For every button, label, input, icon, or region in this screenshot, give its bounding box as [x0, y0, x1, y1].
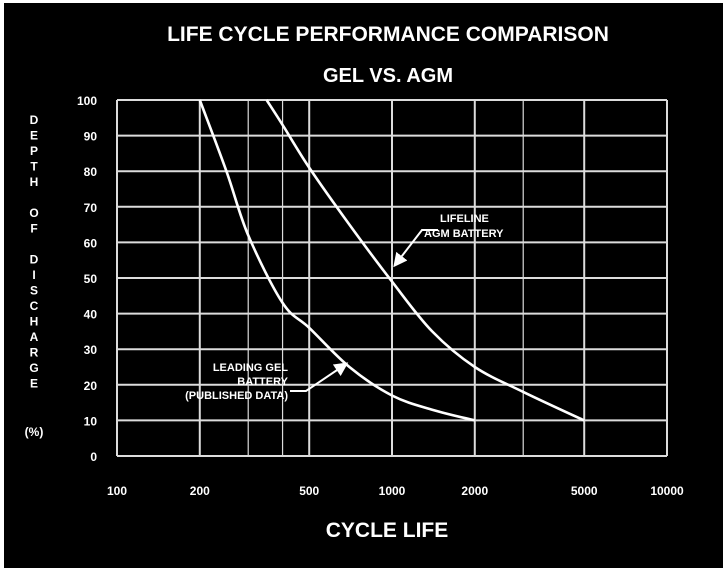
y-axis-unit: (%)	[25, 425, 44, 439]
x-tick-label: 2000	[461, 484, 488, 498]
y-axis-label-letter: D	[30, 113, 39, 127]
x-tick-label: 200	[190, 484, 210, 498]
y-tick-label: 30	[84, 343, 98, 357]
chart-subtitle: GEL VS. AGM	[323, 65, 453, 87]
y-axis-label-letter: C	[30, 299, 39, 313]
y-axis-label-letter: A	[30, 330, 39, 344]
x-tick-label: 1000	[379, 484, 406, 498]
y-tick-label: 50	[84, 272, 98, 286]
y-tick-label: 70	[84, 201, 98, 215]
y-axis-label-letter: I	[32, 268, 35, 282]
y-axis-label-letter: D	[30, 253, 39, 267]
y-tick-label: 60	[84, 236, 98, 250]
series-line-gel	[198, 99, 476, 422]
gel-label-line: (PUBLISHED DATA)	[185, 390, 288, 402]
grid-lines	[116, 99, 668, 457]
gel-label-line: LEADING GEL	[213, 362, 288, 374]
y-tick-label: 20	[84, 379, 98, 393]
agm-label-arrow	[393, 229, 438, 268]
y-axis-label-letter: H	[30, 315, 39, 329]
y-tick-label: 10	[84, 414, 98, 428]
series-line-agm	[265, 99, 585, 422]
x-tick-labels: 100 200 500 1000 2000 5000 10000	[107, 484, 684, 498]
chart-title: LIFE CYCLE PERFORMANCE COMPARISON	[167, 23, 609, 46]
y-tick-label: 90	[84, 130, 98, 144]
y-axis-label-letter: S	[30, 284, 38, 298]
gel-label-line: BATTERY	[237, 376, 288, 388]
agm-label-line: AGM BATTERY	[424, 228, 504, 240]
y-axis-label-letter: G	[29, 361, 38, 375]
agm-label-line: LIFELINE	[440, 213, 489, 225]
gel-series-label: LEADING GEL BATTERY (PUBLISHED DATA)	[185, 362, 289, 402]
y-tick-label: 100	[77, 94, 97, 108]
series-group	[198, 99, 585, 422]
y-axis-label-letter: T	[30, 160, 38, 174]
y-tick-label: 0	[90, 450, 97, 464]
x-tick-label: 100	[107, 484, 127, 498]
agm-series-label: LIFELINE AGM BATTERY	[424, 213, 504, 240]
gel-label-arrow	[290, 362, 349, 392]
y-axis-label-letter: R	[30, 346, 39, 360]
x-tick-label: 10000	[650, 484, 684, 498]
y-tick-label: 40	[84, 308, 98, 322]
y-axis-label-letter: E	[30, 129, 38, 143]
x-tick-label: 500	[299, 484, 319, 498]
life-cycle-chart: LIFE CYCLE PERFORMANCE COMPARISON GEL VS…	[25, 23, 684, 542]
y-tick-labels: 0 10 20 30 40 50 60 70 80 90 100	[77, 94, 97, 464]
y-axis-label-letter: E	[30, 377, 38, 391]
y-axis-label-letter: P	[30, 144, 38, 158]
x-axis-label: CYCLE LIFE	[326, 519, 449, 542]
y-tick-label: 80	[84, 165, 98, 179]
chart-panel: LIFE CYCLE PERFORMANCE COMPARISON GEL VS…	[4, 3, 723, 568]
y-axis-label-letter: H	[30, 175, 39, 189]
y-axis-label-letter: O	[29, 206, 38, 220]
y-axis-label-letter: F	[30, 222, 37, 236]
x-tick-label: 5000	[571, 484, 598, 498]
series-annotations: LIFELINE AGM BATTERY LEADING GEL BATTERY (PU…	[185, 213, 504, 402]
